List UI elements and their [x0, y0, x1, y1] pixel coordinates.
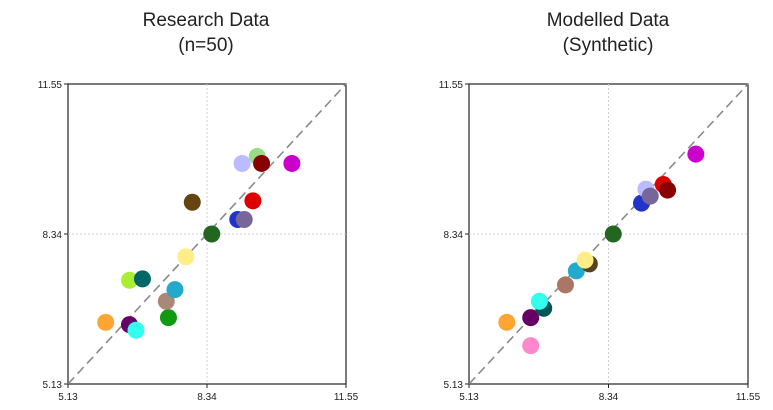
chart-1-x-tick-label: 5.13: [58, 392, 78, 403]
chart-2-x-tick-label: 8.34: [599, 392, 619, 403]
chart-2-y-tick-label: 11.55: [439, 80, 464, 91]
chart-1-point: [127, 321, 145, 339]
chart-1-point: [166, 281, 184, 299]
chart-2-subtitle: (Synthetic): [562, 35, 654, 56]
chart-2-point: [641, 187, 659, 205]
chart-1-x-tick-label: 8.34: [197, 392, 217, 403]
chart-1-point: [244, 192, 262, 210]
chart-1-x-tick-label: 11.55: [334, 392, 359, 403]
chart-1-point: [183, 193, 201, 211]
chart-1-point: [283, 154, 301, 172]
chart-2-x-tick-label: 5.13: [459, 392, 479, 403]
chart-1-y-tick-label: 5.13: [43, 380, 63, 391]
chart-2-point: [498, 313, 516, 331]
chart-2-point: [530, 292, 548, 310]
chart-2-title: Modelled Data: [546, 10, 670, 31]
chart-1-point: [133, 270, 151, 288]
chart-1-point: [203, 225, 221, 243]
chart-1-point: [235, 211, 253, 229]
chart-2-point: [659, 181, 677, 199]
chart-2-point: [687, 145, 705, 163]
chart-1-subtitle: (n=50): [178, 35, 234, 56]
chart-2-point: [522, 309, 540, 327]
chart-2-point: [556, 276, 574, 294]
chart-2-x-tick-label: 11.55: [736, 392, 761, 403]
chart-1-title-block: Research Data (n=50): [76, 8, 336, 58]
chart-2-point: [604, 225, 622, 243]
chart-2-point: [522, 337, 540, 355]
chart-2-y-tick-label: 5.13: [444, 380, 464, 391]
chart-1-point: [97, 313, 115, 331]
chart-1-point: [253, 154, 271, 172]
chart-1-point: [159, 309, 177, 327]
chart-2-y-tick-label: 8.34: [444, 230, 464, 241]
chart-1-point: [120, 271, 138, 289]
chart-2-point: [576, 251, 594, 269]
chart-2-title-block: Modelled Data (Synthetic): [478, 8, 738, 58]
chart-1-point: [233, 154, 251, 172]
chart-1-y-tick-label: 11.55: [38, 80, 63, 91]
chart-1-point: [177, 248, 195, 266]
chart-1-y-tick-label: 8.34: [43, 230, 63, 241]
chart-1-point: [157, 292, 175, 310]
chart-1-title: Research Data: [142, 10, 270, 31]
